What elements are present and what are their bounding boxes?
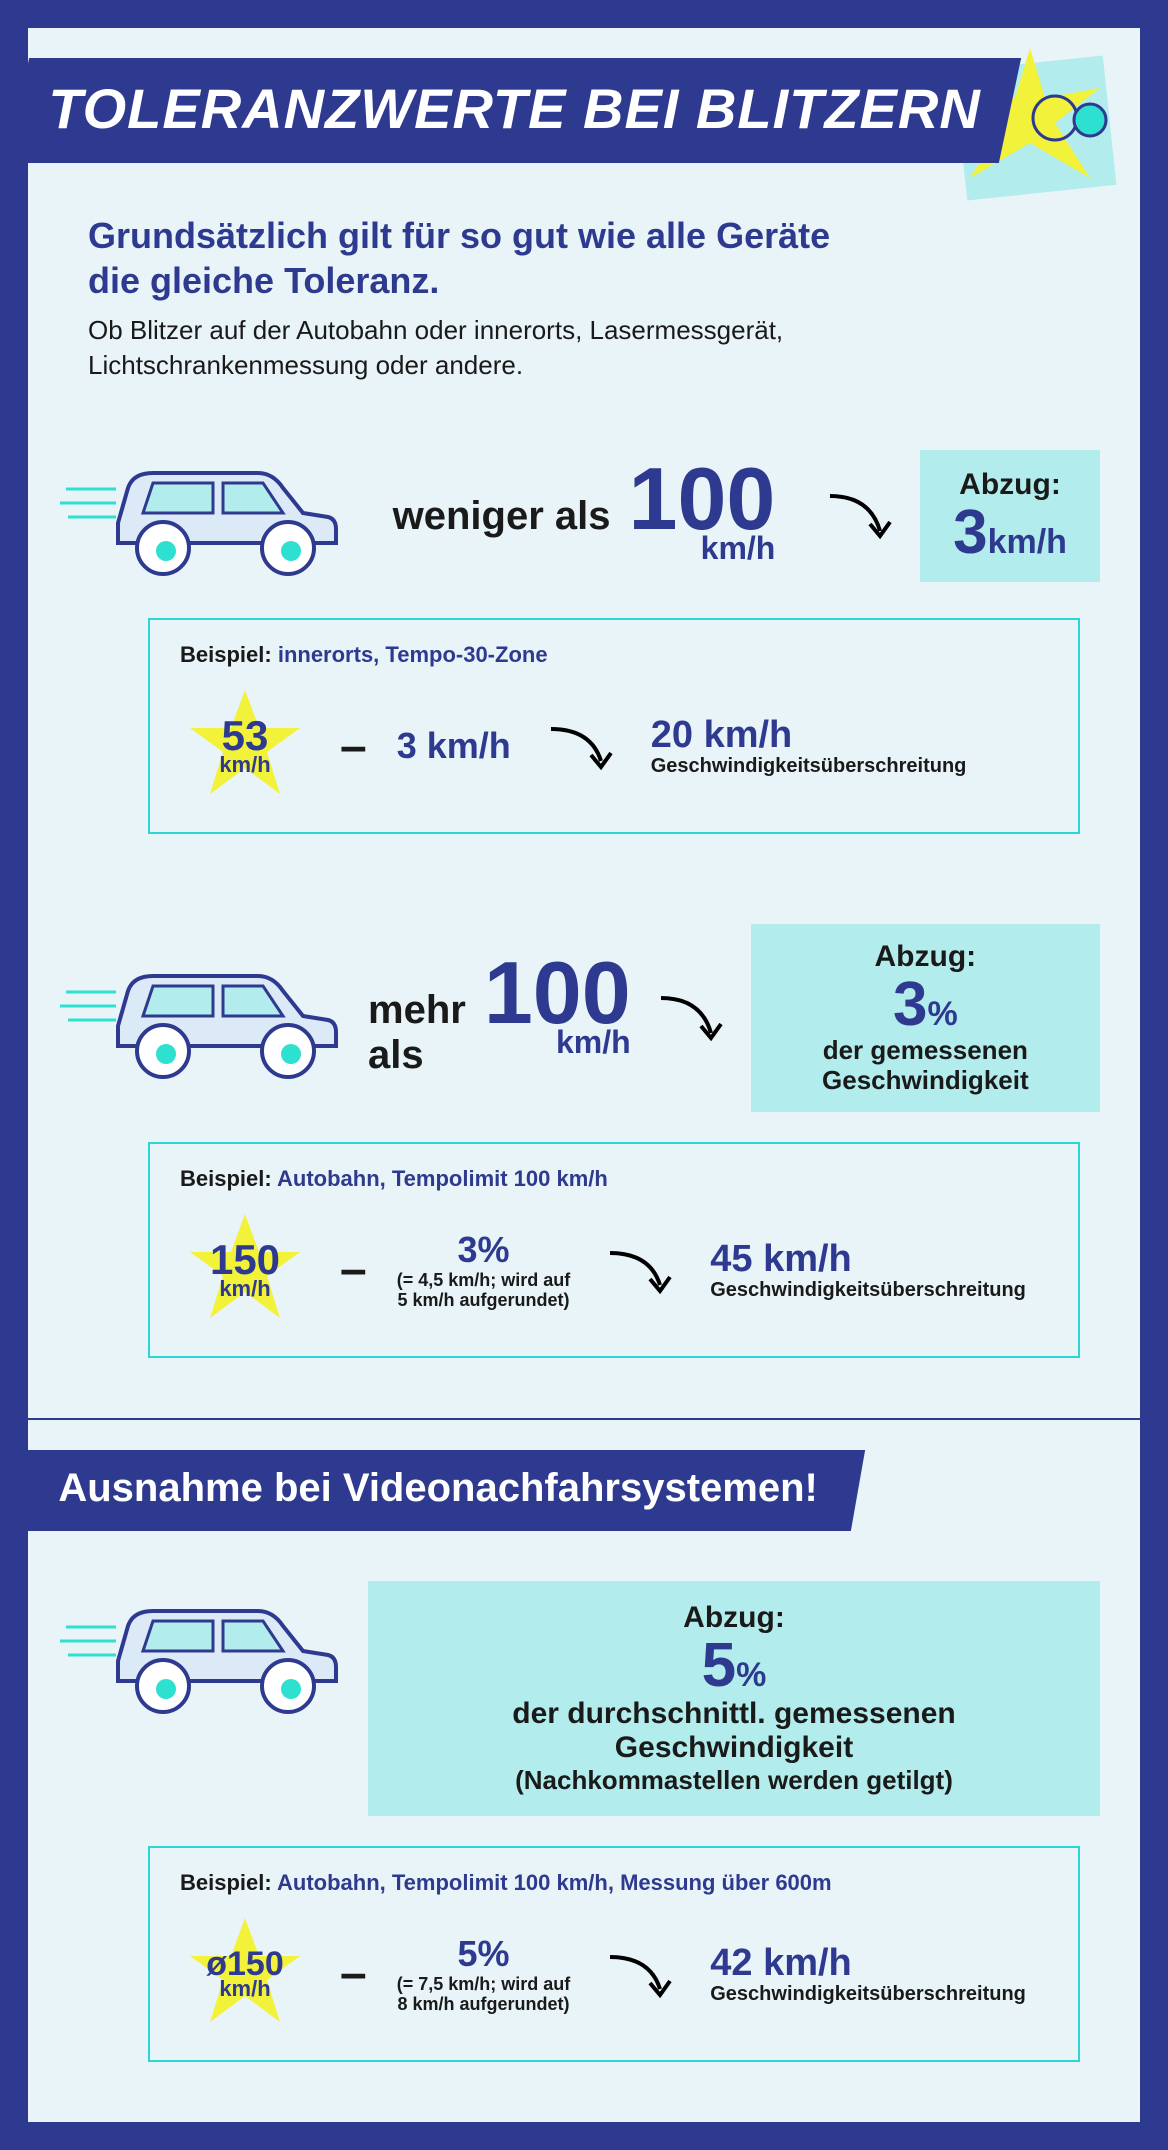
intro-main: Grundsätzlich gilt für so gut wie alle G… [88,213,868,303]
result: 45 km/h Geschwindigkeitsüberschreitung [710,1238,1026,1302]
abzug-value: 3km/h [942,502,1078,564]
arrow-icon [651,978,731,1058]
example-calc: 150 km/h – 3% (= 4,5 km/h; wird auf 5 km… [180,1210,1048,1330]
car-icon [58,946,348,1091]
example-3: Beispiel: Autobahn, Tempolimit 100 km/h,… [148,1846,1080,2062]
arrow-icon [600,1939,680,2009]
rule1-deduction-box: Abzug: 3km/h [920,450,1100,582]
result: 42 km/h Geschwindigkeitsüberschreitung [710,1942,1026,2006]
abzug-label: Abzug: [398,1601,1070,1635]
star-icon: 150 km/h [180,1210,310,1330]
rule1-text: weniger als 100 km/h [368,464,800,567]
abzug-sub: der gemessenen Geschwindigkeit [779,1036,1072,1096]
minus-icon: – [340,719,367,774]
exception-title-bar: Ausnahme bei Videonachfahrsystemen! [11,1450,865,1531]
example-2: Beispiel: Autobahn, Tempolimit 100 km/h … [148,1142,1080,1358]
intro-sub: Ob Blitzer auf der Autobahn oder inneror… [88,313,868,383]
abzug-sub2: (Nachkommastellen werden getilgt) [398,1766,1070,1796]
result: 20 km/h Geschwindigkeitsüberschreitung [651,714,967,778]
arrow-icon [541,711,621,781]
abzug-label: Abzug: [779,940,1072,974]
star-icon: 53 km/h [180,686,310,806]
example-header: Beispiel: Autobahn, Tempolimit 100 km/h [180,1166,1048,1192]
main-title-bar: TOLERANZWERTE BEI BLITZERN [7,58,1022,163]
infographic-page: TOLERANZWERTE BEI BLITZERN Grundsätzlich… [0,0,1168,2150]
example-header: Beispiel: innerorts, Tempo-30-Zone [180,642,1048,668]
example-header: Beispiel: Autobahn, Tempolimit 100 km/h,… [180,1870,1048,1896]
abzug-value: 5% [398,1635,1070,1697]
rule-over-100: mehr als 100 km/h Abzug: 3% der gemessen… [28,894,1140,1132]
star-icon: ø150 km/h [180,1914,310,2034]
deduct-value: 5% (= 7,5 km/h; wird auf 8 km/h aufgerun… [397,1933,571,2015]
deduct-value: 3% (= 4,5 km/h; wird auf 5 km/h aufgerun… [397,1229,571,1311]
arrow-icon [820,476,900,556]
example-calc: 53 km/h – 3 km/h 20 km/h Geschwindigkeit… [180,686,1048,806]
car-icon [58,1581,348,1726]
exception-title: Ausnahme bei Videonachfahrsystemen! [58,1466,818,1511]
rule2-text: mehr als 100 km/h [368,958,631,1078]
rule2-deduction-box: Abzug: 3% der gemessenen Geschwindigkeit [751,924,1100,1112]
abzug-value: 3% [779,974,1072,1036]
abzug-label: Abzug: [942,468,1078,502]
example-calc: ø150 km/h – 5% (= 7,5 km/h; wird auf 8 k… [180,1914,1048,2034]
rule1-label: weniger als [393,494,611,539]
example-1: Beispiel: innerorts, Tempo-30-Zone 53 km… [148,618,1080,834]
car-icon [58,443,348,588]
section-divider [0,1418,1168,1420]
abzug-sub1: der durchschnittl. gemessenen Geschwindi… [398,1697,1070,1766]
main-title: TOLERANZWERTE BEI BLITZERN [48,76,980,141]
exception-deduction-box: Abzug: 5% der durchschnittl. gemessenen … [368,1581,1100,1816]
rule-video: Abzug: 5% der durchschnittl. gemessenen … [28,1531,1140,1836]
minus-icon: – [340,1242,367,1297]
rule-under-100: weniger als 100 km/h Abzug: 3km/h [28,413,1140,608]
rule2-label: mehr als [368,988,466,1078]
deduct-value: 3 km/h [397,725,511,767]
arrow-icon [600,1235,680,1305]
minus-icon: – [340,1946,367,2001]
